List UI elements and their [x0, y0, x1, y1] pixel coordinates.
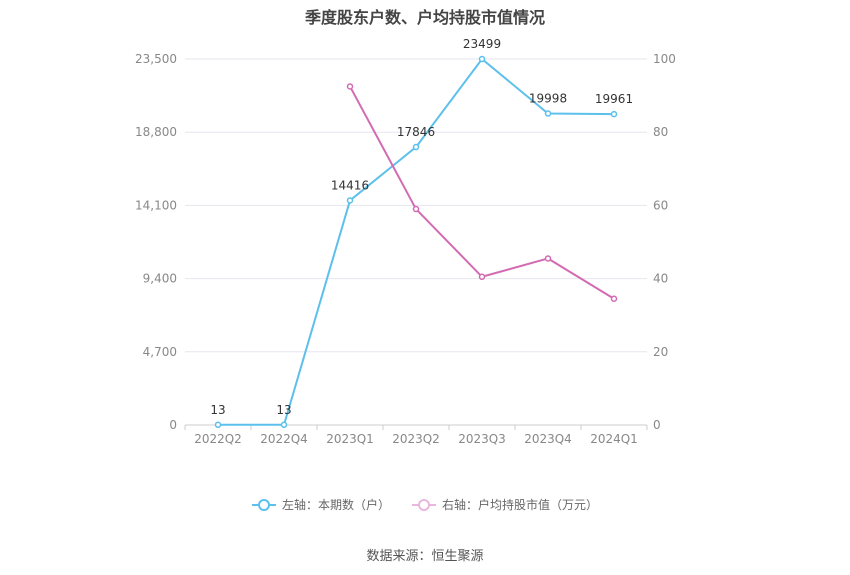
right-tick-label: 60 [653, 198, 668, 212]
left-tick-label: 0 [169, 418, 177, 432]
data-label: 19961 [595, 92, 633, 106]
x-tick-label: 2023Q2 [392, 432, 440, 446]
series-line [218, 57, 615, 426]
x-tick-label: 2023Q4 [524, 432, 572, 446]
data-label: 14416 [331, 178, 369, 192]
left-tick-label: 23,500 [135, 52, 177, 66]
data-label: 23499 [463, 37, 501, 51]
x-tick-label: 2022Q4 [260, 432, 308, 446]
grid-lines [185, 58, 647, 426]
data-point[interactable] [412, 205, 420, 213]
data-point[interactable] [214, 421, 222, 429]
data-labels: 13 13 14416 17846 23499 19998 19961 [210, 37, 633, 417]
data-label: 13 [210, 403, 225, 417]
data-point[interactable] [280, 421, 288, 429]
legend-marker-avg-value [412, 498, 436, 512]
data-label: 13 [276, 403, 291, 417]
legend-label-avg-value: 右轴：户均持股市值（万元） [442, 498, 599, 512]
series [214, 55, 618, 429]
axes: 0 0 4,700 20 9,400 40 14,100 60 18,800 80 23,500 10… [135, 52, 676, 446]
legend-marker-households [251, 498, 276, 512]
right-tick-label: 80 [653, 125, 668, 139]
chart-title: 季度股东户数、户均持股市值情况 [304, 8, 545, 27]
data-label: 19998 [529, 92, 567, 106]
x-tick-label: 2023Q3 [458, 432, 506, 446]
data-point[interactable] [346, 197, 354, 204]
data-point[interactable] [478, 55, 486, 63]
right-tick-label: 20 [653, 345, 668, 359]
data-point[interactable] [478, 273, 486, 281]
legend-item-households[interactable]: 左轴：本期数（户） [251, 496, 390, 513]
left-tick-label: 4,700 [143, 345, 177, 359]
data-label: 17846 [397, 125, 435, 139]
right-tick-label: 100 [653, 52, 676, 66]
x-tick-label: 2022Q2 [194, 432, 242, 446]
data-point[interactable] [610, 110, 618, 118]
data-point[interactable] [346, 83, 354, 90]
data-point[interactable] [544, 110, 552, 117]
data-point[interactable] [412, 143, 420, 151]
left-tick-label: 14,100 [135, 198, 177, 212]
right-tick-label: 40 [653, 272, 668, 286]
data-point[interactable] [544, 255, 552, 262]
x-tick-label: 2024Q1 [590, 432, 638, 446]
legend-label-households: 左轴：本期数（户） [281, 498, 390, 512]
data-point[interactable] [610, 295, 618, 302]
right-tick-label: 0 [653, 418, 661, 432]
x-tick-label: 2023Q1 [326, 432, 374, 446]
series-line [349, 85, 615, 300]
left-tick-label: 18,800 [135, 125, 177, 139]
data-source: 数据来源：恒生聚源 [366, 549, 484, 564]
legend: 左轴：本期数（户） 右轴：户均持股市值（万元） [0, 496, 850, 513]
legend-item-avg-value[interactable]: 右轴：户均持股市值（万元） [412, 496, 598, 513]
left-tick-label: 9,400 [143, 272, 177, 286]
